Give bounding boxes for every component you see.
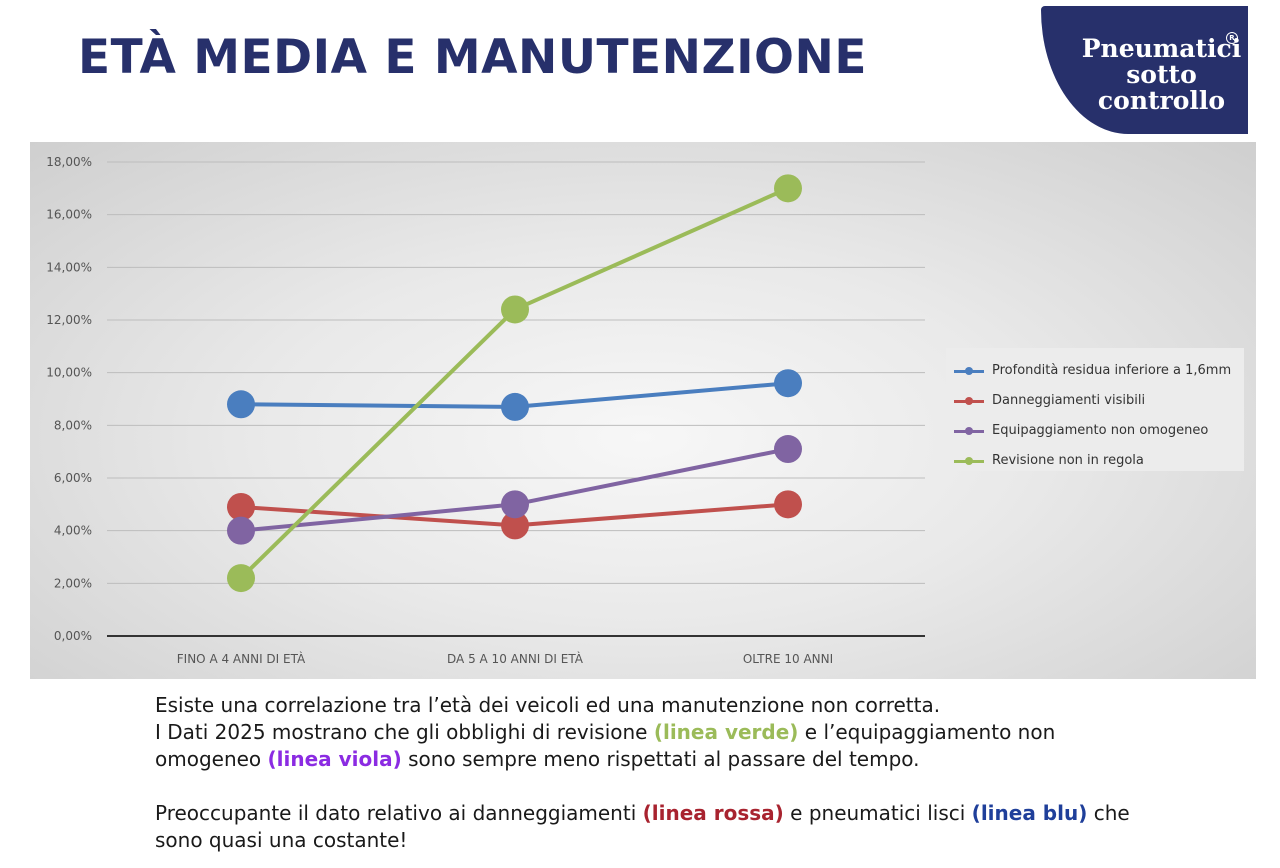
legend-swatch bbox=[954, 427, 984, 435]
chart-legend: Profondità residua inferiore a 1,6mm Dann… bbox=[946, 348, 1244, 471]
y-tick-label: 18,00% bbox=[46, 155, 92, 169]
y-tick-label: 16,00% bbox=[46, 208, 92, 222]
legend-label: Profondità residua inferiore a 1,6mm bbox=[992, 363, 1232, 378]
x-tick-label: OLTRE 10 ANNI bbox=[743, 652, 833, 666]
data-point bbox=[774, 435, 802, 464]
caption-line: I Dati 2025 mostrano che gli obblighi di… bbox=[155, 720, 654, 744]
data-point bbox=[227, 390, 255, 419]
y-tick-label: 14,00% bbox=[46, 260, 92, 274]
legend-item: Revisione non in regola bbox=[946, 447, 1244, 477]
highlight-violet-line: (linea viola) bbox=[267, 747, 402, 771]
data-point bbox=[227, 492, 255, 521]
caption-text: Esiste una correlazione tra l’età dei ve… bbox=[155, 692, 1155, 854]
y-tick-label: 6,00% bbox=[54, 471, 92, 485]
data-point bbox=[774, 174, 802, 203]
logo-text-line2: sotto bbox=[1126, 60, 1197, 89]
data-point bbox=[774, 369, 802, 398]
data-point bbox=[501, 490, 529, 519]
legend-swatch bbox=[954, 397, 984, 405]
caption-paragraph-2: Preoccupante il dato relativo ai dannegg… bbox=[155, 800, 1155, 854]
legend-item: Danneggiamenti visibili bbox=[946, 387, 1244, 417]
data-point bbox=[774, 490, 802, 519]
legend-label: Equipaggiamento non omogeneo bbox=[992, 423, 1209, 438]
legend-label: Revisione non in regola bbox=[992, 453, 1144, 468]
caption-line: e pneumatici lisci bbox=[783, 801, 972, 825]
caption-paragraph-1: Esiste una correlazione tra l’età dei ve… bbox=[155, 692, 1155, 773]
y-tick-label: 0,00% bbox=[54, 629, 92, 643]
legend-label: Danneggiamenti visibili bbox=[992, 393, 1146, 408]
caption-line: che sono quasi una costante! bbox=[155, 801, 1130, 852]
data-point bbox=[227, 516, 255, 545]
caption-line: Preoccupante il dato relativo ai dannegg… bbox=[155, 801, 643, 825]
highlight-green-line: (linea verde) bbox=[653, 720, 799, 744]
y-tick-label: 2,00% bbox=[54, 576, 92, 590]
y-tick-label: 12,00% bbox=[46, 313, 92, 327]
chart-panel: 0,00% 2,00% 4,00% 6,00% 8,00% 10,00% 12,00% 14,… bbox=[30, 142, 1256, 679]
page-title: ETÀ MEDIA E MANUTENZIONE bbox=[78, 30, 867, 85]
legend-swatch bbox=[954, 367, 984, 375]
logo-text-line3: controllo bbox=[1097, 86, 1226, 115]
y-tick-label: 4,00% bbox=[54, 524, 92, 538]
highlight-blue-line: (linea blu) bbox=[971, 801, 1088, 825]
data-point bbox=[501, 511, 529, 540]
x-tick-label: FINO A 4 ANNI DI ETÀ bbox=[177, 651, 306, 666]
logo-text-line1: Pneumatici bbox=[1081, 34, 1242, 63]
legend-item: Equipaggiamento non omogeneo bbox=[946, 417, 1244, 447]
caption-line: sono sempre meno rispettati al passare d… bbox=[401, 747, 920, 771]
line-chart: 0,00% 2,00% 4,00% 6,00% 8,00% 10,00% 12,00% 14,… bbox=[46, 155, 925, 666]
y-tick-label: 10,00% bbox=[46, 366, 92, 380]
x-tick-label: DA 5 A 10 ANNI DI ETÀ bbox=[447, 651, 584, 666]
legend-swatch bbox=[954, 457, 984, 465]
data-point bbox=[227, 564, 255, 593]
data-point bbox=[501, 392, 529, 421]
caption-line: e l’equipaggiamento non omogeneo bbox=[155, 720, 1056, 771]
highlight-red-line: (linea rossa) bbox=[642, 801, 784, 825]
data-point bbox=[501, 295, 529, 324]
registered-mark-icon: R bbox=[1226, 32, 1238, 44]
y-tick-label: 8,00% bbox=[54, 418, 92, 432]
caption-line: Esiste una correlazione tra l’età dei ve… bbox=[155, 693, 941, 717]
legend-item: Profondità residua inferiore a 1,6mm bbox=[946, 357, 1244, 387]
brand-logo: Pneumatici sotto controllo R bbox=[1041, 6, 1248, 134]
